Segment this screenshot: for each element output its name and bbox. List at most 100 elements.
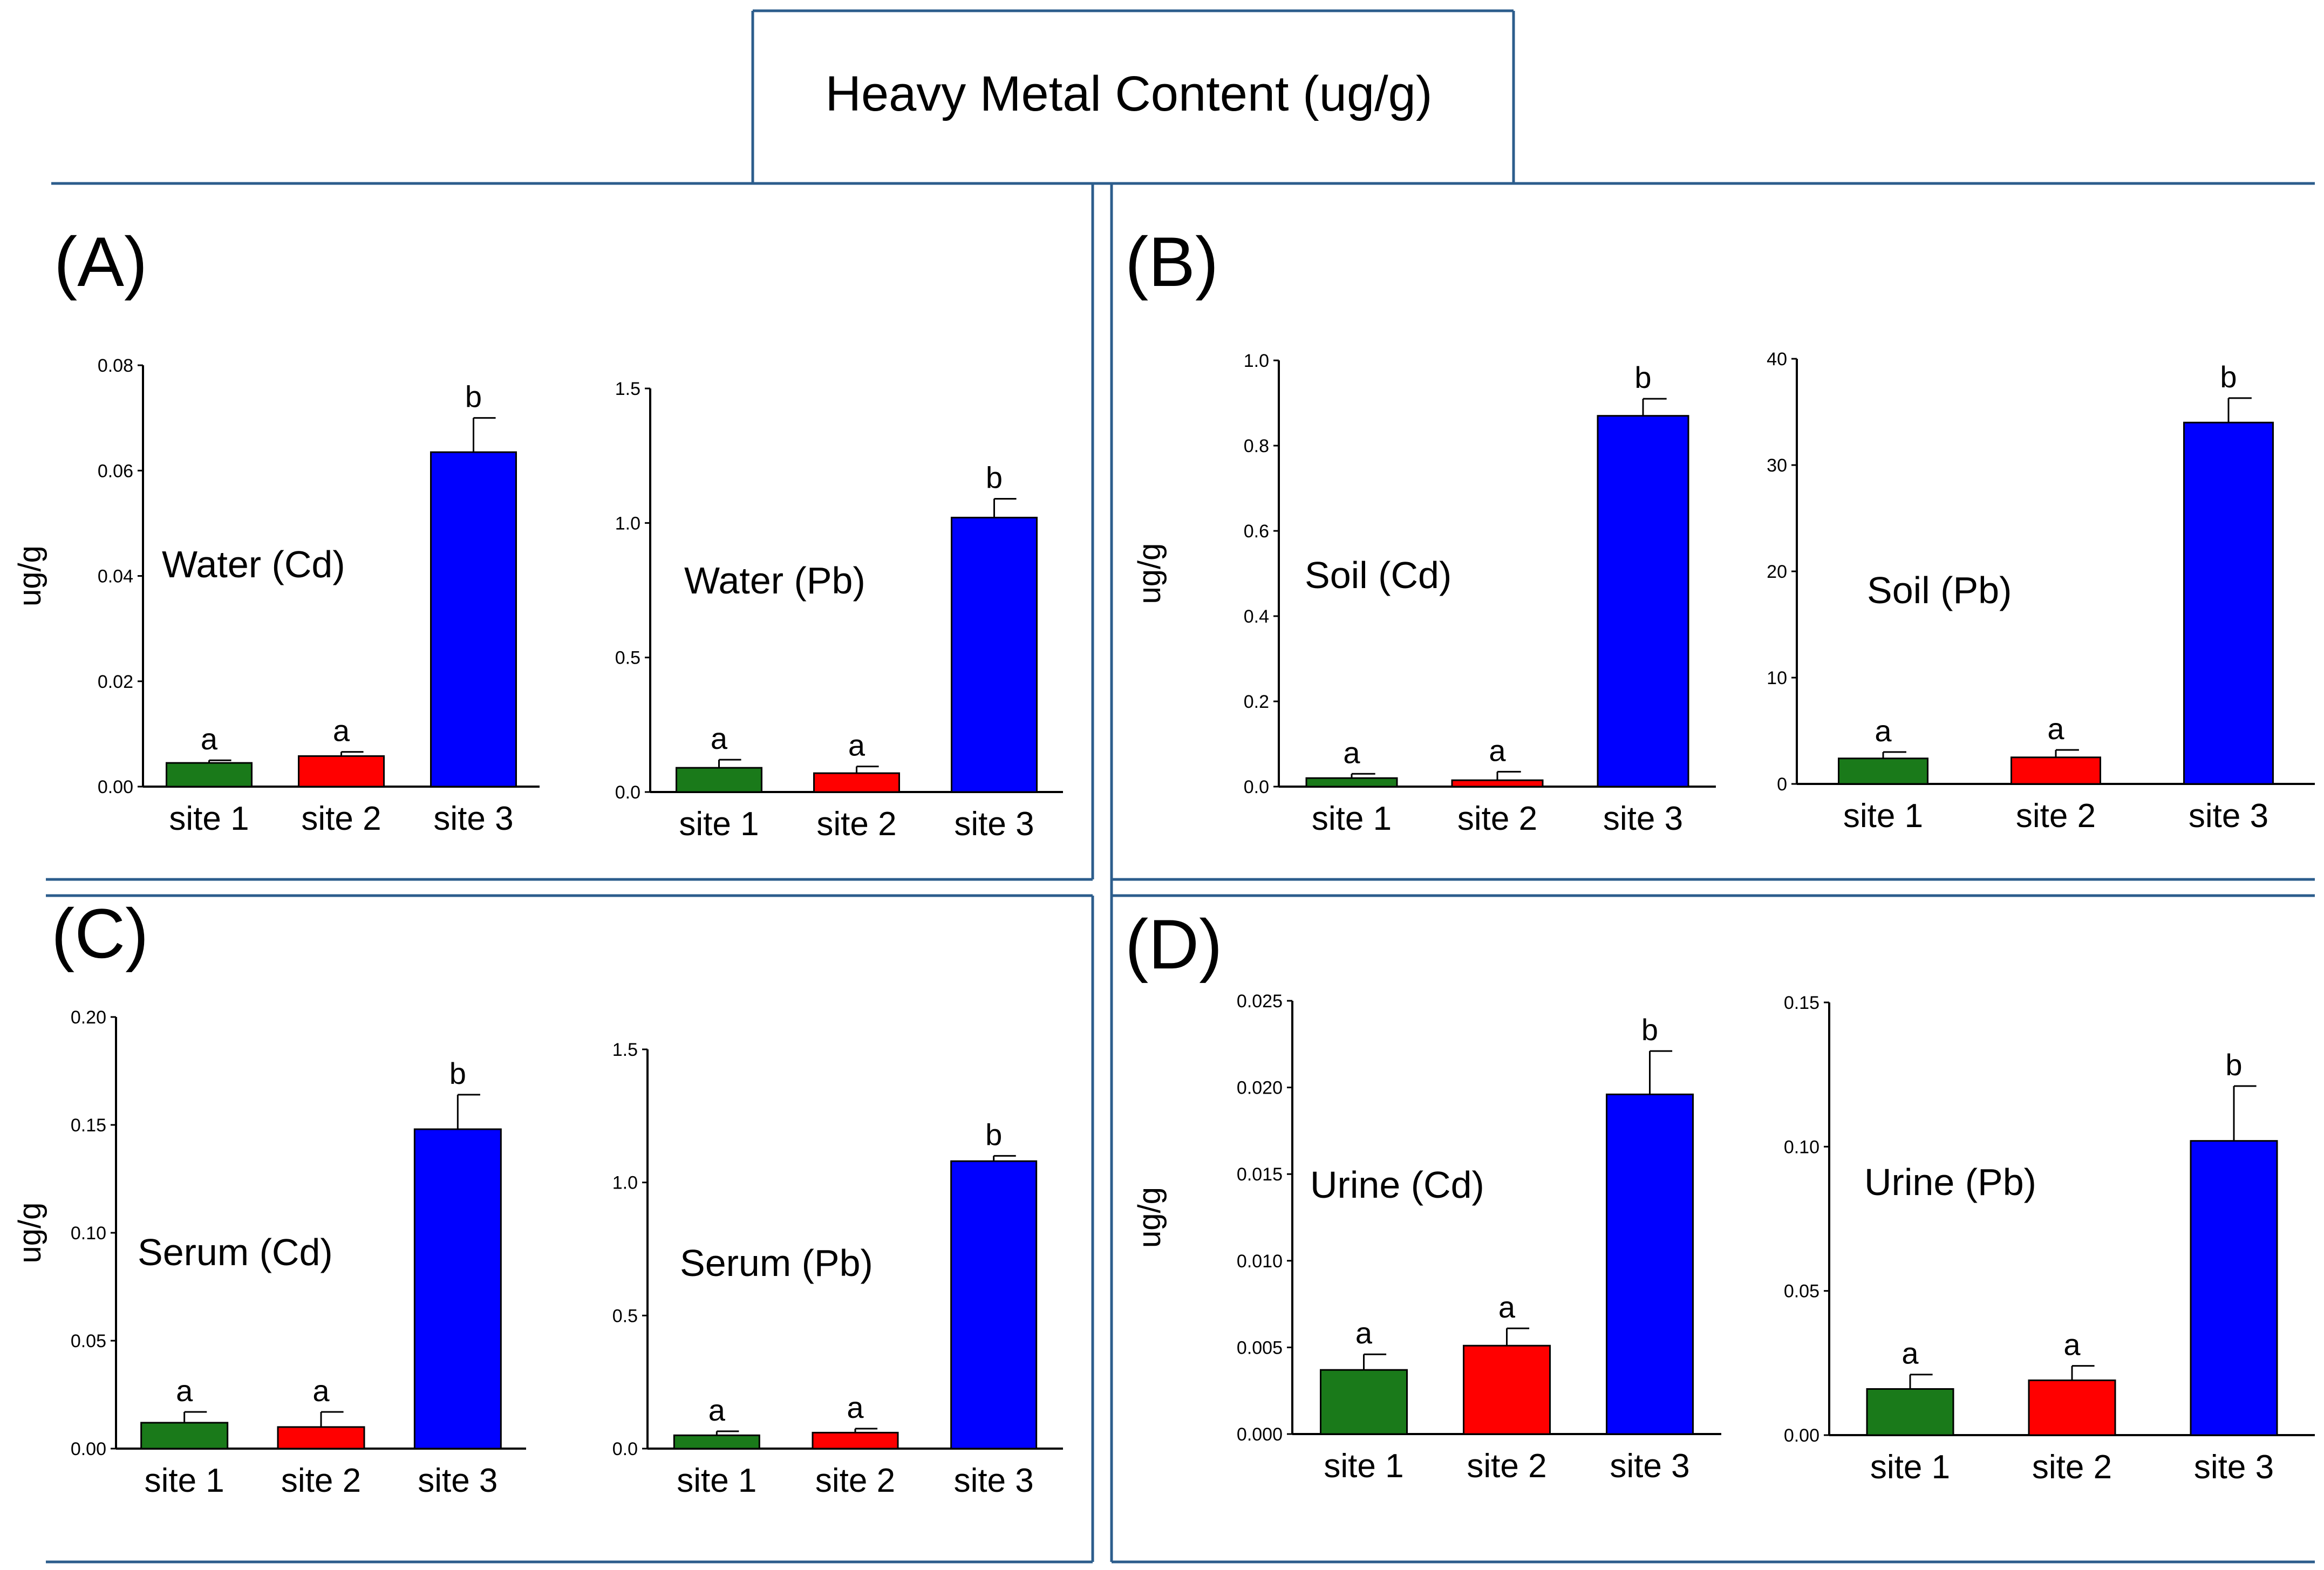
y-tick-label: 0.08 (98, 356, 133, 376)
bar-site-2 (813, 772, 900, 793)
x-tick-label: site 3 (418, 1462, 497, 1499)
y-tick-label: 0.15 (71, 1115, 106, 1136)
y-tick-label: 10 (1767, 668, 1787, 688)
y-tick-label: 0.015 (1237, 1164, 1283, 1185)
significance-letter: a (1343, 735, 1360, 769)
bar-site-2 (298, 755, 385, 788)
chart-title: Water (Pb) (684, 559, 865, 602)
y-tick-label: 0.05 (1784, 1281, 1819, 1302)
y-tick-label: 0.0 (612, 1439, 638, 1459)
y-tick-label: 1.5 (615, 379, 640, 399)
panel-b: (B) 0.0 0.2 0.4 0.6 0.8 1.0 a site 1 a site 2 b site… (1125, 222, 2315, 837)
significance-letter: b (449, 1056, 466, 1090)
bar-chart: 0.00 0.05 0.10 0.15 a site 1 a site 2 b site 3 Uri… (1784, 993, 2315, 1486)
significance-letter: b (1634, 360, 1651, 394)
chart-title: Serum (Pb) (680, 1242, 873, 1284)
x-tick-label: site 1 (677, 1462, 757, 1499)
y-tick-label: 0.0 (1244, 777, 1269, 797)
x-tick-label: site 3 (1610, 1448, 1689, 1485)
y-tick-label: 0.5 (612, 1306, 638, 1326)
chart-title: Urine (Cd) (1310, 1164, 1484, 1206)
x-tick-label: site 2 (301, 800, 381, 837)
chart-title: Soil (Pb) (1867, 569, 2012, 611)
significance-letter: a (708, 1393, 726, 1427)
y-axis-title: ug/g (1132, 1187, 1167, 1248)
y-tick-label: 1.0 (612, 1173, 638, 1193)
x-tick-label: site 3 (1603, 800, 1683, 837)
significance-letter: b (2225, 1048, 2242, 1082)
bar-site-2 (1451, 779, 1544, 788)
significance-letter: a (176, 1374, 193, 1408)
significance-letter: b (985, 1117, 1002, 1151)
significance-letter: a (1902, 1336, 1919, 1370)
x-tick-label: site 2 (2032, 1449, 2112, 1486)
bar-site-2 (2011, 756, 2101, 785)
x-tick-label: site 3 (433, 800, 513, 837)
y-tick-label: 0.00 (71, 1439, 106, 1459)
x-tick-label: site 1 (169, 800, 249, 837)
bar-chart: 0 10 20 30 40 a site 1 a site 2 b site 3 Soil (Pb) (1767, 349, 2315, 835)
panel-d: (D) 0.000 0.005 0.010 0.015 0.020 0.025 a site 1… (1125, 905, 2315, 1486)
panel-label: (C) (51, 894, 148, 973)
significance-letter: a (711, 721, 728, 755)
significance-letter: a (1355, 1316, 1373, 1350)
significance-letter: a (2047, 712, 2064, 746)
y-tick-label: 0.5 (615, 648, 640, 668)
significance-letter: a (1489, 733, 1506, 767)
y-tick-label: 0.06 (98, 461, 133, 481)
panel-label: (D) (1125, 905, 1222, 984)
chart-title: Serum (Cd) (138, 1231, 333, 1273)
y-tick-label: 0.005 (1237, 1337, 1283, 1358)
significance-letter: a (312, 1374, 330, 1408)
bar-site-3 (1597, 415, 1689, 788)
y-tick-label: 0.00 (1784, 1425, 1819, 1446)
y-tick-label: 0.02 (98, 672, 133, 692)
bar-site-1 (166, 762, 253, 788)
y-tick-label: 0.000 (1237, 1424, 1283, 1445)
x-tick-label: site 3 (2194, 1449, 2274, 1486)
chart-title: Soil (Cd) (1305, 554, 1451, 596)
bar-site-3 (951, 516, 1038, 793)
x-tick-label: site 2 (815, 1462, 895, 1499)
x-tick-label: site 1 (1843, 797, 1923, 835)
y-axis-title: ug/g (12, 1203, 47, 1264)
y-tick-label: 1.0 (615, 513, 640, 534)
bar-site-2 (1463, 1344, 1551, 1435)
y-axis-title: ug/g (12, 545, 47, 606)
bar-site-1 (1320, 1369, 1408, 1435)
significance-letter: a (201, 722, 218, 756)
y-tick-label: 0.04 (98, 566, 133, 587)
x-tick-label: site 1 (1312, 800, 1392, 837)
y-tick-label: 0.00 (98, 777, 133, 797)
bar-chart: 0.0 0.5 1.0 1.5 a site 1 a site 2 b site 3 Water (… (615, 379, 1063, 843)
bar-site-1 (1866, 1388, 1954, 1436)
chart-title: Water (Cd) (162, 543, 345, 585)
x-tick-label: site 1 (1870, 1449, 1950, 1486)
significance-letter: a (2063, 1328, 2081, 1362)
y-tick-label: 0.10 (71, 1223, 106, 1244)
x-tick-label: site 2 (1457, 800, 1537, 837)
y-tick-label: 0.20 (71, 1007, 106, 1028)
bar-chart: 0.000 0.005 0.010 0.015 0.020 0.025 a site 1 a si… (1132, 991, 1721, 1485)
chart-title: Urine (Pb) (1864, 1161, 2036, 1203)
significance-letter: b (465, 380, 482, 414)
bar-site-1 (1838, 757, 1928, 785)
y-tick-label: 0.025 (1237, 991, 1283, 1012)
x-tick-label: site 1 (1324, 1448, 1403, 1485)
panel-a: (A) 0.00 0.02 0.04 0.06 0.08 a site 1 a site 2 b si… (12, 222, 1063, 843)
significance-letter: a (848, 728, 865, 762)
bar-chart: 0.00 0.02 0.04 0.06 0.08 a site 1 a site 2 b site … (12, 356, 540, 837)
y-tick-label: 0.6 (1244, 521, 1269, 542)
y-tick-label: 0 (1777, 774, 1787, 795)
bar-site-3 (1606, 1093, 1694, 1435)
bar-chart: 0.0 0.5 1.0 1.5 a site 1 a site 2 b site 3 Serum (… (612, 1040, 1063, 1499)
x-tick-label: site 3 (2189, 797, 2268, 835)
bar-site-2 (2028, 1379, 2116, 1436)
x-tick-label: site 3 (954, 806, 1034, 843)
y-tick-label: 1.0 (1244, 351, 1269, 371)
y-tick-label: 1.5 (612, 1040, 638, 1060)
y-tick-label: 0.020 (1237, 1078, 1283, 1098)
significance-letter: a (1498, 1290, 1516, 1324)
